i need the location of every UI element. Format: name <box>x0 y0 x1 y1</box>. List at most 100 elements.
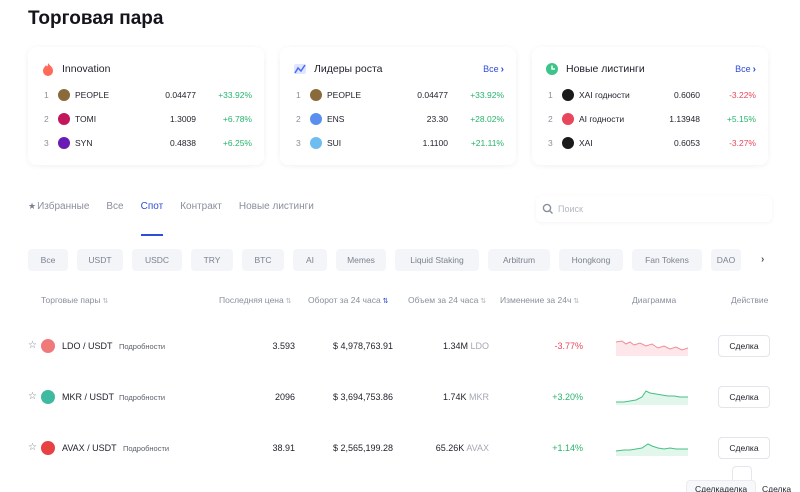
tab-contract[interactable]: Контракт <box>180 201 222 212</box>
rank: 1 <box>44 90 49 100</box>
symbol: XAI <box>579 138 593 148</box>
rank: 3 <box>548 138 553 148</box>
sparkline-chart <box>616 443 688 456</box>
chip-usdt[interactable]: USDT <box>77 249 123 271</box>
chip-btc[interactable]: BTC <box>242 249 284 271</box>
last-price: 2096 <box>274 392 295 402</box>
symbol: XAI годности <box>579 90 630 100</box>
clock-icon <box>545 62 559 76</box>
change: +21.11% <box>470 138 504 148</box>
list-item[interactable]: 1 PEOPLE 0.04477 +33.92% <box>296 87 504 103</box>
price: 1.13948 <box>669 114 700 124</box>
list-item[interactable]: 1 PEOPLE 0.04477 +33.92% <box>44 87 252 103</box>
change: +6.78% <box>222 114 252 124</box>
chip-liquid-staking[interactable]: Liquid Staking <box>395 249 479 271</box>
change: +3.20% <box>552 392 583 402</box>
sparkline-chart <box>616 390 688 405</box>
symbol: PEOPLE <box>327 90 362 100</box>
change: +5.15% <box>726 114 756 124</box>
price: 0.04477 <box>417 90 448 100</box>
search-box <box>536 196 772 222</box>
chip-try[interactable]: TRY <box>191 249 233 271</box>
sort-icon: ⇅ <box>102 298 109 305</box>
list-item[interactable]: 2 TOMI 1.3009 +6.78% <box>44 111 252 127</box>
search-icon <box>542 203 553 214</box>
table-row[interactable]: ☆ MKR / USDT Подробности 2096 $ 3,694,75… <box>0 375 800 419</box>
volume: 1.74K <box>442 392 467 402</box>
chevron-right-icon: › <box>500 63 504 75</box>
chip-ai[interactable]: AI <box>293 249 327 271</box>
price: 1.1100 <box>422 138 448 148</box>
chip-arbitrum[interactable]: Arbitrum <box>488 249 550 271</box>
rank: 3 <box>44 138 49 148</box>
details-link[interactable]: Подробности <box>119 342 166 351</box>
tab-all[interactable]: Все <box>106 201 124 212</box>
coin-icon <box>310 137 322 149</box>
tooltip: Сделкаделка <box>686 480 757 492</box>
card-title: Лидеры роста <box>314 63 383 75</box>
chip-fan-tokens[interactable]: Fan Tokens <box>632 249 702 271</box>
symbol: SUI <box>327 138 342 148</box>
list-item[interactable]: 2 ENS 23.30 +28.02% <box>296 111 504 127</box>
change: -3.22% <box>729 90 756 100</box>
volume-unit: MKR <box>469 392 489 402</box>
coin-icon <box>41 390 55 404</box>
market-tabs: ★Избранные Все Спот Контракт Новые листи… <box>28 201 331 236</box>
tab-new-listings[interactable]: Новые листинги <box>238 201 314 212</box>
change: +33.92% <box>470 90 504 100</box>
star-icon[interactable]: ☆ <box>28 340 37 351</box>
rank: 3 <box>296 138 301 148</box>
list-item[interactable]: 2 AI годности 1.13948 +5.15% <box>548 111 756 127</box>
table-row[interactable]: ☆ AVAX / USDT Подробности 38.91 $ 2,565,… <box>0 426 800 470</box>
tab-spot[interactable]: Спот <box>140 201 164 236</box>
header-volume[interactable]: Объем за 24 часа ⇅ <box>408 295 486 305</box>
table-row[interactable]: ☆ LDO / USDT Подробности 3.593 $ 4,978,7… <box>0 324 800 368</box>
star-icon[interactable]: ☆ <box>28 391 37 402</box>
symbol: PEOPLE <box>75 90 110 100</box>
price: 0.4838 <box>170 138 196 148</box>
details-link[interactable]: Подробности <box>119 393 166 402</box>
coin-icon <box>41 441 55 455</box>
list-item[interactable]: 3 XAI 0.6053 -3.27% <box>548 135 756 151</box>
view-all-link[interactable]: Все › <box>735 64 756 75</box>
sparkline-chart <box>616 340 688 356</box>
price: 0.04477 <box>165 90 196 100</box>
chip-usdc[interactable]: USDC <box>132 249 182 271</box>
header-turnover[interactable]: Оборот за 24 часа ⇅ <box>308 295 389 305</box>
price: 23.30 <box>426 114 448 124</box>
innovation-card: Innovation 1 PEOPLE 0.04477 +33.92% 2 TO… <box>28 47 264 165</box>
card-title: Новые листинги <box>566 63 645 75</box>
chip-memes[interactable]: Memes <box>336 249 386 271</box>
trade-button[interactable]: Сделка <box>718 437 770 459</box>
view-all-link[interactable]: Все › <box>483 64 504 75</box>
star-icon: ★ <box>28 201 37 211</box>
chip-dao[interactable]: DAO <box>711 249 741 271</box>
change: -3.27% <box>729 138 756 148</box>
star-icon[interactable]: ☆ <box>28 442 37 453</box>
coin-icon <box>562 113 574 125</box>
header-change[interactable]: Изменение за 24ч ⇅ <box>500 295 579 305</box>
chip-all[interactable]: Все <box>28 249 68 271</box>
volume: 1.34M <box>442 341 468 351</box>
list-item[interactable]: 1 XAI годности 0.6060 -3.22% <box>548 87 756 103</box>
rank: 2 <box>44 114 49 124</box>
trade-button[interactable]: Сделка <box>718 386 770 408</box>
details-link[interactable]: Подробности <box>123 444 170 453</box>
list-item[interactable]: 3 SUI 1.1100 +21.11% <box>296 135 504 151</box>
rank: 1 <box>296 90 301 100</box>
turnover: $ 3,694,753.86 <box>332 392 393 402</box>
chevron-right-icon[interactable]: › <box>761 254 765 265</box>
change: +33.92% <box>218 90 252 100</box>
header-last-price[interactable]: Последняя цена ⇅ <box>219 295 292 305</box>
list-item[interactable]: 3 SYN 0.4838 +6.25% <box>44 135 252 151</box>
sort-icon: ⇅ <box>382 298 389 305</box>
chip-hongkong[interactable]: Hongkong <box>559 249 623 271</box>
search-input[interactable] <box>558 204 758 214</box>
pair-name: AVAX / USDT <box>62 443 117 453</box>
turnover: $ 2,565,199.28 <box>332 443 393 453</box>
symbol: TOMI <box>75 114 97 124</box>
rank: 1 <box>548 90 553 100</box>
tab-favorites[interactable]: ★Избранные <box>28 201 89 212</box>
header-pair[interactable]: Торговые пары ⇅ <box>41 295 108 305</box>
trade-button[interactable]: Сделка <box>718 335 770 357</box>
